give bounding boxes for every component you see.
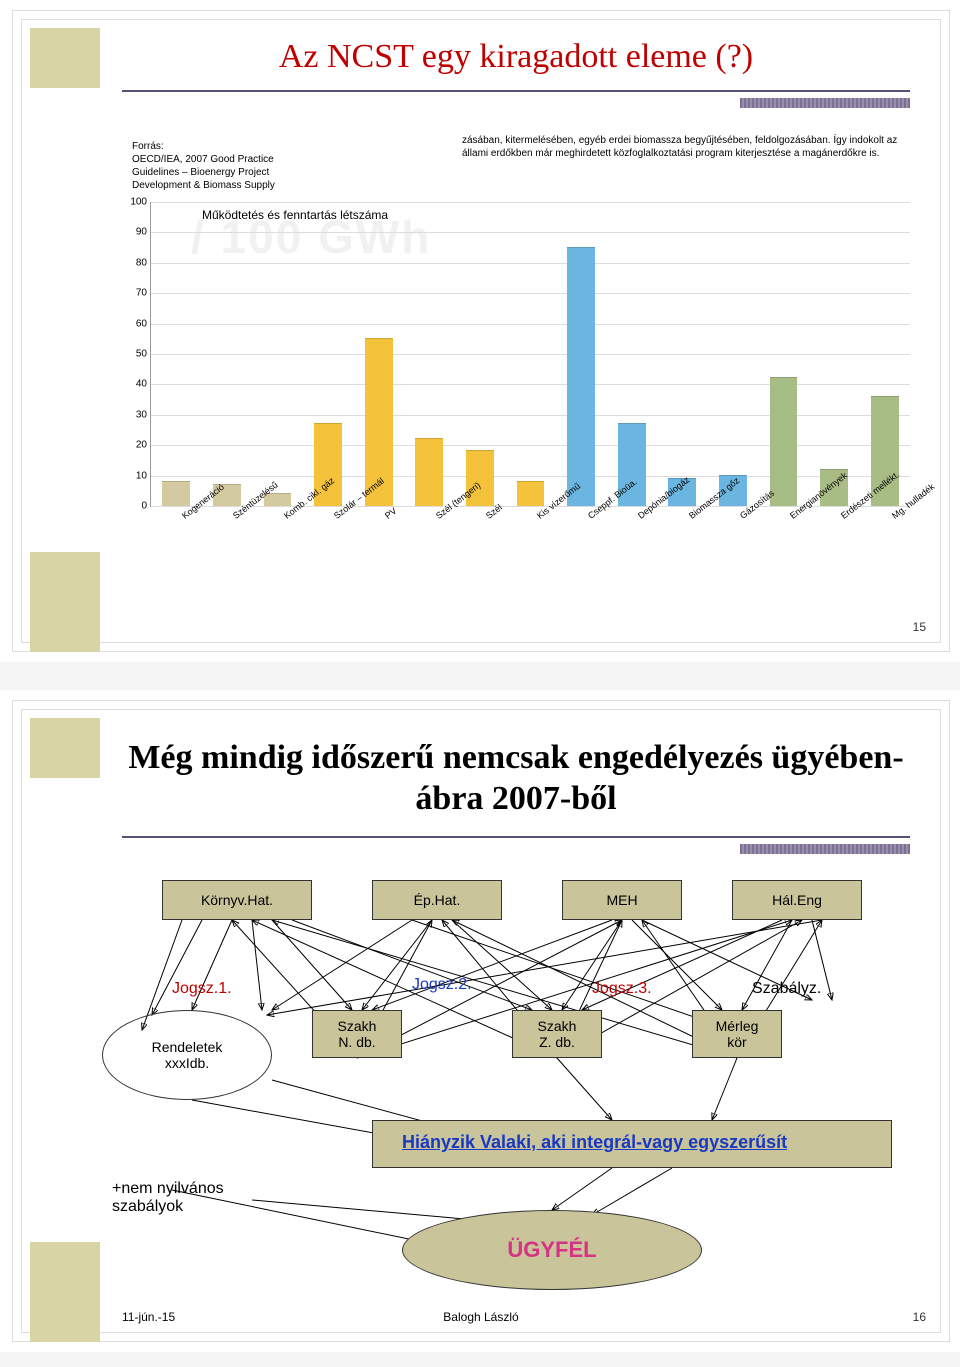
bar (466, 450, 494, 506)
slide2-title: Még mindig időszerű nemcsak engedélyezés… (122, 738, 910, 820)
bar (567, 247, 595, 506)
side-accent-2 (30, 718, 100, 1342)
node-ephat: Ép.Hat. (372, 880, 502, 920)
context-note: zásában, kitermelésében, egyéb erdei bio… (462, 134, 910, 160)
label-jogsz3: Jogsz.3. (592, 980, 652, 998)
y-tick-label: 90 (136, 227, 151, 238)
y-tick-label: 80 (136, 257, 151, 268)
node-merleg: Mérleg kör (692, 1010, 782, 1058)
node-szakhZ: Szakh Z. db. (512, 1010, 602, 1058)
slide1-title: Az NCST egy kiragadott eleme (?) (122, 38, 910, 76)
footer-author: Balogh László (22, 1310, 940, 1324)
y-tick-label: 70 (136, 288, 151, 299)
y-tick-label: 50 (136, 349, 151, 360)
label-szabalyz: Szabályz. (752, 980, 821, 998)
node-kornyv: Környv.Hat. (162, 880, 312, 920)
y-tick-label: 100 (130, 197, 151, 208)
y-tick-label: 20 (136, 440, 151, 451)
node-ugyfel: ÜGYFÉL (402, 1210, 702, 1290)
slide-1: Az NCST egy kiragadott eleme (?) Forrás:… (0, 0, 960, 662)
slide1-number: 15 (913, 620, 926, 634)
y-tick-label: 40 (136, 379, 151, 390)
label-jogsz2: Jogsz.2. (412, 976, 472, 994)
y-tick-label: 10 (136, 470, 151, 481)
node-meh: MEH (562, 880, 682, 920)
y-tick-label: 60 (136, 318, 151, 329)
source-note: Forrás:OECD/IEA, 2007 Good PracticeGuide… (132, 140, 312, 192)
bar (415, 438, 443, 506)
ugyfel-label: ÜGYFÉL (507, 1237, 596, 1263)
y-tick-label: 30 (136, 409, 151, 420)
missing-text: Hiányzik Valaki, aki integrál-vagy egysz… (402, 1132, 787, 1153)
node-haleng: Hál.Eng (732, 880, 862, 920)
bar-chart: / 100 GWh 0102030405060708090100 (150, 202, 910, 507)
label-nemnyilv: +nem nyilvános szabályok (112, 1180, 224, 1216)
node-szakhN: Szakh N. db. (312, 1010, 402, 1058)
chart-area: Forrás:OECD/IEA, 2007 Good PracticeGuide… (132, 140, 910, 592)
bar (770, 377, 798, 506)
flow-diagram: Környv.Hat. Ép.Hat. MEH Hál.Eng Szakh N. db.… (112, 880, 910, 1302)
x-tick-label: PV (383, 506, 399, 521)
slide-2: Még mindig időszerű nemcsak engedélyezés… (0, 690, 960, 1352)
label-jogsz1: Jogsz.1. (172, 980, 232, 998)
node-rendeletek: Rendeletek xxxIdb. (102, 1010, 272, 1100)
side-accent (30, 28, 100, 652)
slide2-number: 16 (913, 1310, 926, 1324)
watermark: / 100 GWh (191, 210, 431, 264)
bar (517, 481, 545, 506)
bar (162, 481, 190, 506)
